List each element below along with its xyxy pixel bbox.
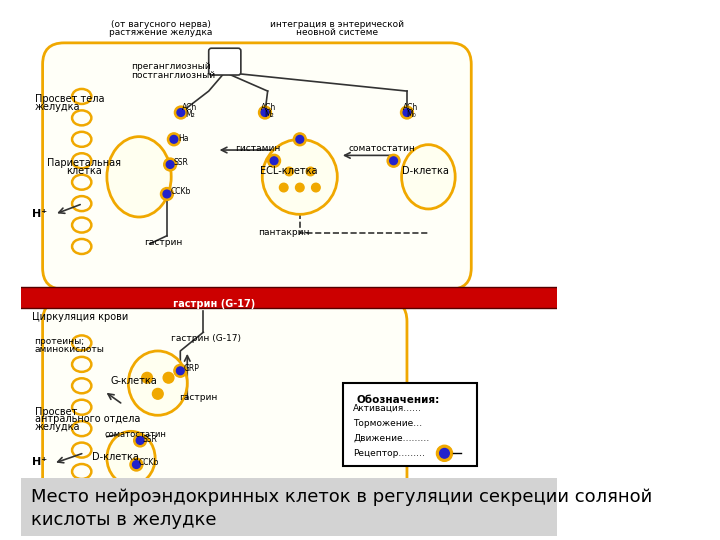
Text: H⁺: H⁺ [32, 457, 47, 467]
Text: M₂: M₂ [185, 110, 195, 119]
Text: гастрин: гастрин [179, 393, 217, 402]
Ellipse shape [128, 351, 187, 415]
Text: гистамин: гистамин [235, 144, 281, 153]
Text: Просвет тела: Просвет тела [35, 94, 104, 104]
Text: ECL-клетка: ECL-клетка [261, 166, 318, 177]
Text: соматостатин: соматостатин [104, 429, 166, 438]
Text: интеграция в энтерической: интеграция в энтерической [270, 19, 405, 29]
Text: (от вагусного нерва): (от вагусного нерва) [111, 19, 210, 29]
Circle shape [166, 160, 174, 168]
Text: аминокислоты: аминокислоты [35, 346, 104, 354]
Text: CCKb: CCKb [170, 187, 191, 197]
Text: соматостатин: соматостатин [348, 144, 415, 153]
Ellipse shape [107, 431, 155, 485]
Circle shape [134, 434, 147, 447]
Text: M₂: M₂ [264, 110, 274, 119]
Circle shape [174, 364, 186, 377]
Circle shape [293, 133, 306, 146]
Text: Ha: Ha [178, 134, 189, 143]
Text: Место нейроэндокринных клеток в регуляции секреции соляной
кислоты в желудке: Место нейроэндокринных клеток в регуляци… [31, 488, 652, 529]
Text: G-клетка: G-клетка [110, 376, 157, 386]
Text: растяжение желудка: растяжение желудка [109, 28, 212, 37]
Text: гастрин (G-17): гастрин (G-17) [171, 334, 241, 343]
Text: гастрин (G-17): гастрин (G-17) [173, 299, 255, 309]
Text: желудка: желудка [35, 422, 80, 431]
Circle shape [163, 190, 171, 198]
Text: M₀: M₀ [406, 110, 415, 119]
Circle shape [142, 373, 153, 383]
Bar [21, 287, 557, 308]
Circle shape [312, 183, 320, 192]
Circle shape [306, 167, 315, 176]
Text: Торможение…: Торможение… [354, 419, 423, 428]
Circle shape [261, 109, 269, 117]
Text: клетка: клетка [66, 166, 102, 177]
Ellipse shape [107, 137, 171, 217]
Circle shape [270, 157, 278, 165]
Circle shape [161, 187, 174, 200]
Text: Просвет: Просвет [35, 407, 77, 416]
Text: ACh: ACh [130, 482, 145, 490]
Text: гастрин: гастрин [145, 238, 183, 247]
Circle shape [258, 106, 271, 119]
Circle shape [295, 183, 304, 192]
Text: антрального отдела: антрального отдела [35, 414, 140, 424]
Circle shape [296, 136, 304, 143]
Circle shape [168, 133, 180, 146]
Circle shape [130, 458, 143, 471]
Bar [21, 478, 557, 536]
Text: M₃: M₃ [133, 489, 143, 497]
Circle shape [400, 106, 413, 119]
Text: ACh: ACh [182, 103, 197, 112]
Circle shape [279, 183, 288, 192]
Circle shape [132, 484, 140, 491]
Text: Движение………: Движение……… [354, 434, 430, 443]
Circle shape [174, 106, 187, 119]
Circle shape [132, 461, 140, 468]
Text: преганглиозный: преганглиозный [131, 63, 211, 71]
Circle shape [176, 367, 184, 375]
Text: протеины;: протеины; [35, 338, 85, 346]
Circle shape [163, 373, 174, 383]
Ellipse shape [402, 145, 455, 209]
Text: неовной системе: неовной системе [296, 28, 379, 37]
FancyBboxPatch shape [42, 43, 472, 289]
Circle shape [153, 388, 163, 399]
Circle shape [440, 449, 449, 458]
Text: GRP: GRP [184, 364, 199, 373]
Circle shape [163, 158, 176, 171]
Text: Париетальная: Париетальная [48, 158, 122, 168]
Text: постганглиозный: постганглиозный [131, 71, 215, 79]
Circle shape [170, 136, 178, 143]
Circle shape [390, 157, 397, 165]
FancyBboxPatch shape [343, 383, 477, 466]
Circle shape [177, 109, 185, 117]
FancyBboxPatch shape [42, 300, 407, 515]
Text: Циркуляция крови: Циркуляция крови [32, 312, 128, 322]
Circle shape [268, 154, 281, 167]
Circle shape [436, 446, 452, 461]
Text: Активация……: Активация…… [354, 404, 423, 413]
Circle shape [387, 154, 400, 167]
Text: Рецептор………: Рецептор……… [354, 449, 426, 458]
Text: пантакрин: пантакрин [258, 227, 310, 237]
Ellipse shape [262, 139, 337, 214]
Text: D-клетка: D-клетка [91, 451, 138, 462]
Text: D-клетка: D-клетка [402, 166, 449, 177]
Circle shape [130, 481, 143, 494]
Text: ACh: ACh [261, 103, 276, 112]
Text: Обозначения:: Обозначения: [356, 395, 439, 406]
Circle shape [285, 167, 293, 176]
Text: H⁺: H⁺ [32, 210, 47, 219]
Circle shape [403, 109, 411, 117]
Text: SSR: SSR [143, 435, 158, 444]
Text: SSR: SSR [174, 158, 189, 167]
Text: ACh: ACh [403, 103, 418, 112]
Text: желудка: желудка [35, 102, 80, 112]
Text: CCKb: CCKb [139, 458, 159, 467]
FancyBboxPatch shape [209, 48, 241, 75]
Circle shape [136, 436, 144, 444]
